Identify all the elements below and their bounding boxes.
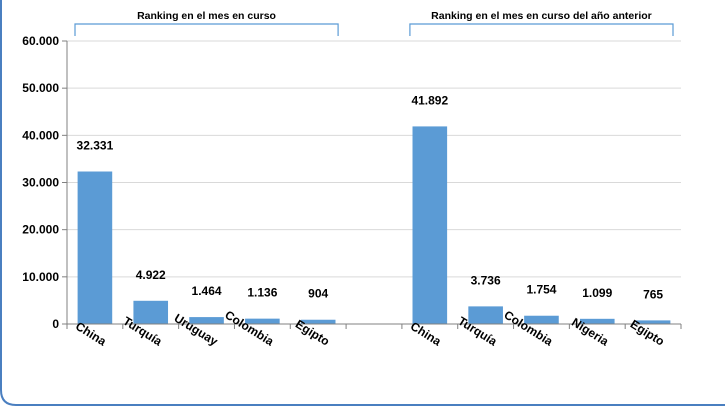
bar [133,300,169,324]
group-brackets: Ranking en el mes en curso Ranking en el … [74,10,674,36]
bar [579,318,615,324]
group-label: Ranking en el mes en curso [137,10,276,22]
group-bracket [74,23,339,36]
group-label: Ranking en el mes en curso del año anter… [431,10,652,22]
data-label: 1.754 [526,283,556,297]
data-label: 765 [643,287,663,301]
data-label: 904 [308,287,328,301]
x-category-label: Uruguay [172,311,221,349]
gridlines [67,40,681,278]
y-axis: 0 10.000 20.000 30.000 40.000 50.000 60.000 [22,34,68,331]
bar [245,318,280,324]
bar [189,317,224,324]
data-label: 1.136 [247,286,277,300]
bars: 32.331 4.922 1.464 1.136 904 41.892 3.736 1.754… [77,93,671,325]
group-bracket [409,23,674,36]
data-label: 1.099 [582,286,612,300]
y-tick-label: 10.000 [22,270,59,284]
bar [468,306,503,324]
x-category-label: Colombia [502,308,556,349]
data-label: 41.892 [411,93,448,107]
y-tick-label: 60.000 [22,34,59,48]
data-label: 32.331 [77,139,114,153]
y-tick-label: 30.000 [22,176,59,190]
bar [524,315,559,324]
x-category-label: Colombia [222,308,276,349]
y-tick-label: 50.000 [22,81,59,95]
data-label: 3.736 [471,273,501,287]
data-label: 1.464 [192,284,222,298]
bar [77,171,113,324]
data-label: 4.922 [136,268,166,282]
y-tick-label: 20.000 [22,223,59,237]
y-tick-label: 40.000 [22,128,59,142]
bar [412,126,448,325]
y-tick-label: 0 [52,317,59,331]
bar [300,319,336,324]
bar [635,320,671,324]
